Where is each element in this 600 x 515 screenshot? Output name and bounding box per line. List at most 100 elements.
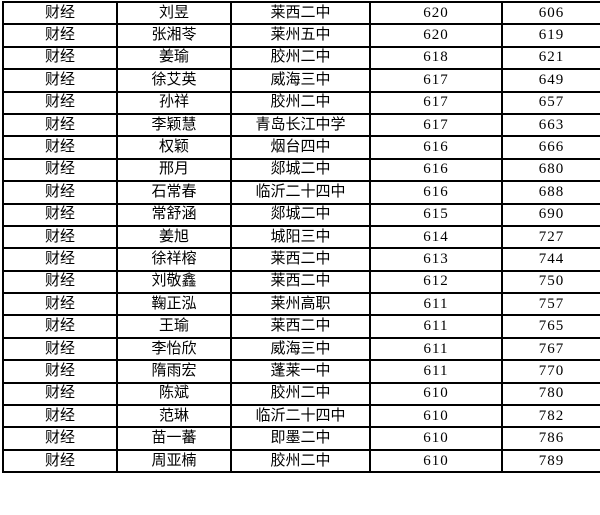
- category-cell: 财经: [2, 426, 118, 451]
- table-row: 财经 隋雨宏 蓬莱一中 611 770: [2, 359, 600, 384]
- score-cell: 616: [369, 157, 503, 183]
- results-table-body: 财经 刘昱 莱西二中 620 606 财经 张湘苓 莱州五中 620 619 财经 姜瑜 胶州二中 618…: [2, 0, 600, 474]
- category-cell: 财经: [2, 23, 118, 48]
- category-cell: 财经: [2, 381, 118, 407]
- rank-cell: 688: [501, 180, 600, 205]
- rank-cell: 663: [501, 112, 600, 138]
- rank-cell: 680: [501, 157, 600, 183]
- student-name-cell: 徐祥榕: [116, 247, 232, 272]
- student-name-cell: 周亚楠: [116, 448, 232, 474]
- table-row: 财经 徐祥榕 莱西二中 613 744: [2, 247, 600, 272]
- school-cell: 胶州二中: [230, 448, 371, 474]
- table-row: 财经 张湘苓 莱州五中 620 619: [2, 23, 600, 48]
- rank-cell: 727: [501, 224, 600, 250]
- table-row: 财经 石常春 临沂二十四中 616 688: [2, 180, 600, 205]
- school-cell: 青岛长江中学: [230, 112, 371, 138]
- rank-cell: 786: [501, 426, 600, 451]
- category-cell: 财经: [2, 336, 118, 362]
- score-cell: 610: [369, 404, 503, 429]
- score-cell: 617: [369, 90, 503, 115]
- student-name-cell: 常舒涵: [116, 202, 232, 227]
- table-row: 财经 王瑜 莱西二中 611 765: [2, 314, 600, 339]
- school-cell: 莱西二中: [230, 0, 371, 26]
- rank-cell: 621: [501, 45, 600, 71]
- rank-cell: 782: [501, 404, 600, 429]
- school-cell: 莱州五中: [230, 23, 371, 48]
- rank-cell: 657: [501, 90, 600, 115]
- score-cell: 611: [369, 359, 503, 384]
- table-row: 财经 权颖 烟台四中 616 666: [2, 135, 600, 160]
- rank-cell: 744: [501, 247, 600, 272]
- category-cell: 财经: [2, 269, 118, 295]
- rank-cell: 789: [501, 448, 600, 474]
- school-cell: 郯城二中: [230, 157, 371, 183]
- score-cell: 616: [369, 180, 503, 205]
- school-cell: 蓬莱一中: [230, 359, 371, 384]
- rank-cell: 666: [501, 135, 600, 160]
- school-cell: 莱州高职: [230, 292, 371, 317]
- category-cell: 财经: [2, 292, 118, 317]
- category-cell: 财经: [2, 157, 118, 183]
- score-cell: 618: [369, 45, 503, 71]
- school-cell: 烟台四中: [230, 135, 371, 160]
- category-cell: 财经: [2, 90, 118, 115]
- score-cell: 617: [369, 112, 503, 138]
- school-cell: 郯城二中: [230, 202, 371, 227]
- school-cell: 即墨二中: [230, 426, 371, 451]
- student-name-cell: 邢月: [116, 157, 232, 183]
- rank-cell: 765: [501, 314, 600, 339]
- category-cell: 财经: [2, 112, 118, 138]
- table-row: 财经 常舒涵 郯城二中 615 690: [2, 202, 600, 227]
- category-cell: 财经: [2, 224, 118, 250]
- school-cell: 胶州二中: [230, 381, 371, 407]
- score-cell: 620: [369, 0, 503, 26]
- table-row: 财经 陈斌 胶州二中 610 780: [2, 381, 600, 407]
- table-row: 财经 徐艾英 威海三中 617 649: [2, 68, 600, 93]
- student-name-cell: 范琳: [116, 404, 232, 429]
- rank-cell: 606: [501, 0, 600, 26]
- student-name-cell: 苗一蕃: [116, 426, 232, 451]
- results-table: 财经 刘昱 莱西二中 620 606 财经 张湘苓 莱州五中 620 619 财经 姜瑜 胶州二中 618…: [2, 0, 600, 474]
- student-name-cell: 姜旭: [116, 224, 232, 250]
- table-row: 财经 刘敬鑫 莱西二中 612 750: [2, 269, 600, 295]
- school-cell: 莱西二中: [230, 269, 371, 295]
- score-cell: 617: [369, 68, 503, 93]
- student-name-cell: 王瑜: [116, 314, 232, 339]
- student-name-cell: 李怡欣: [116, 336, 232, 362]
- table-row: 财经 苗一蕃 即墨二中 610 786: [2, 426, 600, 451]
- table-row: 财经 邢月 郯城二中 616 680: [2, 157, 600, 183]
- rank-cell: 780: [501, 381, 600, 407]
- student-name-cell: 徐艾英: [116, 68, 232, 93]
- student-name-cell: 鞠正泓: [116, 292, 232, 317]
- rank-cell: 690: [501, 202, 600, 227]
- school-cell: 威海三中: [230, 336, 371, 362]
- score-cell: 611: [369, 314, 503, 339]
- student-name-cell: 姜瑜: [116, 45, 232, 71]
- school-cell: 威海三中: [230, 68, 371, 93]
- student-name-cell: 刘昱: [116, 0, 232, 26]
- table-row: 财经 鞠正泓 莱州高职 611 757: [2, 292, 600, 317]
- category-cell: 财经: [2, 202, 118, 227]
- student-name-cell: 刘敬鑫: [116, 269, 232, 295]
- score-cell: 614: [369, 224, 503, 250]
- category-cell: 财经: [2, 45, 118, 71]
- rank-cell: 619: [501, 23, 600, 48]
- student-name-cell: 隋雨宏: [116, 359, 232, 384]
- table-row: 财经 周亚楠 胶州二中 610 789: [2, 448, 600, 474]
- score-cell: 610: [369, 448, 503, 474]
- score-cell: 620: [369, 23, 503, 48]
- rank-cell: 767: [501, 336, 600, 362]
- table-row: 财经 李颖慧 青岛长江中学 617 663: [2, 112, 600, 138]
- table-row: 财经 李怡欣 威海三中 611 767: [2, 336, 600, 362]
- table-row: 财经 刘昱 莱西二中 620 606: [2, 0, 600, 26]
- table-row: 财经 姜瑜 胶州二中 618 621: [2, 45, 600, 71]
- category-cell: 财经: [2, 448, 118, 474]
- student-name-cell: 权颖: [116, 135, 232, 160]
- student-name-cell: 孙祥: [116, 90, 232, 115]
- table-row: 财经 孙祥 胶州二中 617 657: [2, 90, 600, 115]
- category-cell: 财经: [2, 359, 118, 384]
- score-cell: 611: [369, 336, 503, 362]
- score-cell: 610: [369, 426, 503, 451]
- category-cell: 财经: [2, 180, 118, 205]
